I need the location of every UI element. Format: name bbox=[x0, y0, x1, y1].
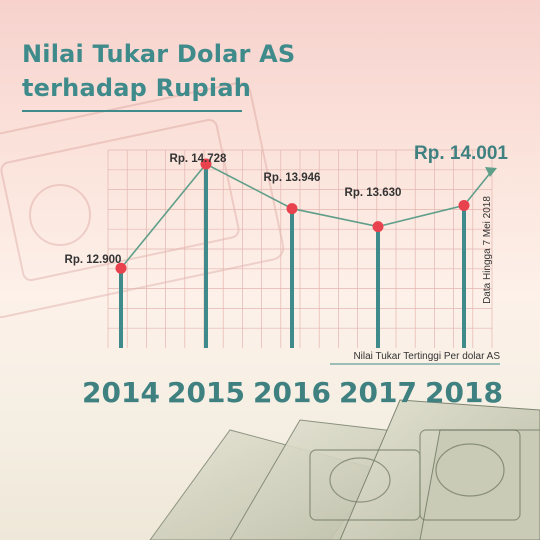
marker-2014 bbox=[115, 262, 127, 274]
data-label-2015: Rp. 14.728 bbox=[170, 153, 227, 165]
data-label-2014: Rp. 12.900 bbox=[65, 254, 122, 266]
marker-2017 bbox=[372, 221, 384, 233]
year-label-2015: 2015 bbox=[167, 376, 245, 409]
year-label-2018: 2018 bbox=[425, 376, 503, 409]
bars-group bbox=[119, 164, 466, 348]
bar-2018 bbox=[462, 205, 466, 348]
side-note: Data Hingga 7 Mei 2018 bbox=[482, 196, 493, 304]
markers-group bbox=[115, 158, 470, 274]
trend-arrowhead bbox=[485, 167, 497, 177]
year-label-2017: 2017 bbox=[339, 376, 417, 409]
chart-grid bbox=[107, 149, 493, 348]
title-line-1: Nilai Tukar Dolar AS bbox=[22, 40, 296, 68]
title-line-2: terhadap Rupiah bbox=[22, 74, 252, 102]
marker-2018 bbox=[458, 199, 470, 211]
data-labels-group: Rp. 12.900 Rp. 14.728 Rp. 13.946 Rp. 13.630… bbox=[65, 143, 509, 266]
data-label-2016: Rp. 13.946 bbox=[264, 172, 321, 184]
year-label-2014: 2014 bbox=[82, 376, 160, 409]
bar-2015 bbox=[204, 164, 208, 348]
chart-caption: Nilai Tukar Tertinggi Per dolar AS bbox=[353, 351, 500, 362]
year-label-2016: 2016 bbox=[253, 376, 331, 409]
marker-2016 bbox=[286, 203, 298, 215]
trend-line bbox=[120, 162, 492, 269]
bar-2017 bbox=[376, 226, 380, 348]
title-underline bbox=[22, 110, 242, 112]
year-labels-group: 2014 2015 2016 2017 2018 bbox=[82, 376, 503, 409]
bar-2014 bbox=[119, 268, 123, 348]
bar-2016 bbox=[290, 208, 294, 348]
data-label-2017: Rp. 13.630 bbox=[345, 187, 402, 199]
data-label-2018: Rp. 14.001 bbox=[414, 143, 508, 164]
marker-2015 bbox=[200, 158, 212, 170]
